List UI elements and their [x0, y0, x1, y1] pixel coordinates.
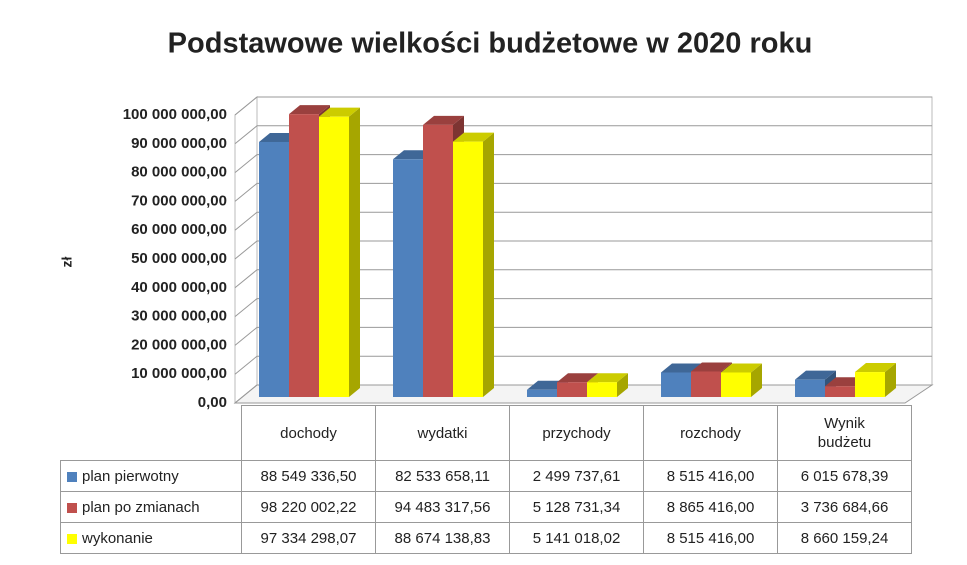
y-tick-label: 70 000 000,00 [131, 192, 227, 209]
legend-cell: wykonanie [60, 522, 242, 554]
bar [691, 371, 721, 397]
bar [721, 372, 751, 397]
value-cell: 8 865 416,00 [643, 491, 778, 523]
chart-title: Podstawowe wielkości budżetowe w 2020 ro… [168, 28, 813, 60]
bar [855, 372, 885, 397]
bar-top [661, 363, 702, 373]
bar-top [721, 363, 762, 373]
bar [661, 372, 691, 397]
bar-top [453, 132, 494, 142]
value-cell: 8 660 159,24 [777, 522, 912, 554]
value-cell: 88 549 336,50 [241, 460, 376, 492]
bar [423, 124, 453, 397]
value-cell: 94 483 317,56 [375, 491, 510, 523]
bar [587, 382, 617, 397]
y-tick-label: 50 000 000,00 [131, 250, 227, 267]
value-cell: 3 736 684,66 [777, 491, 912, 523]
category-cell: dochody [241, 405, 376, 461]
bar-top [795, 370, 836, 380]
bar-top [423, 115, 464, 125]
grid-line [234, 211, 932, 231]
category-label: Wynik budżetu [817, 415, 872, 451]
bar [527, 389, 557, 397]
bar-top [319, 107, 360, 117]
table-corner [61, 406, 242, 461]
value-cell: 98 220 002,22 [241, 491, 376, 523]
legend-label: plan pierwotny [82, 467, 179, 485]
bar-top [289, 105, 330, 115]
y-tick-label: 40 000 000,00 [131, 279, 227, 296]
bar-top [587, 373, 628, 383]
category-cell: wydatki [375, 405, 510, 461]
legend-cell: plan po zmianach [60, 491, 242, 523]
category-cell: rozchody [643, 405, 778, 461]
y-tick-label: 30 000 000,00 [131, 308, 227, 325]
table-row: wykonanie 97 334 298,07 88 674 138,83 5 141… [60, 522, 912, 554]
y-axis-label: zł [59, 256, 75, 267]
y-tick-label: 90 000 000,00 [131, 135, 227, 152]
y-tick-label: 80 000 000,00 [131, 164, 227, 181]
bar [319, 116, 349, 398]
category-label: przychody [542, 424, 611, 442]
grid-line [234, 298, 932, 317]
y-tick-label: 20 000 000,00 [131, 336, 227, 353]
grid-line [234, 269, 932, 289]
bar [557, 382, 587, 397]
legend-key [67, 471, 77, 482]
grid-line [234, 355, 932, 375]
bar-top [691, 362, 732, 372]
bar [289, 114, 319, 397]
category-cell: przychody [509, 405, 644, 461]
bar [259, 141, 289, 397]
value-cell: 2 499 737,61 [509, 460, 644, 492]
grid-line [234, 182, 932, 202]
value-cell: 97 334 298,07 [241, 522, 376, 554]
legend-label: plan po zmianach [82, 498, 200, 516]
data-table: dochody wydatki przychody rozchody Wynik bud… [60, 405, 912, 554]
bar [825, 386, 855, 397]
legend-key [67, 502, 77, 513]
bar-top [557, 373, 598, 383]
value-cell: 82 533 658,11 [375, 460, 510, 492]
value-cell: 5 128 731,34 [509, 491, 644, 523]
bar-side [349, 107, 360, 398]
category-label: dochody [280, 424, 337, 442]
bar-side [483, 132, 494, 398]
bar [393, 159, 423, 397]
table-header-row: dochody wydatki przychody rozchody Wynik bud… [61, 405, 912, 461]
value-cell: 8 515 416,00 [643, 522, 778, 554]
bar-side [617, 373, 628, 397]
value-cell: 6 015 678,39 [777, 460, 912, 492]
grid-line [234, 96, 932, 116]
y-tick-label: 60 000 000,00 [131, 221, 227, 238]
legend-cell: plan pierwotny [60, 460, 242, 492]
table-row: plan pierwotny 88 549 336,50 82 533 658,11… [60, 460, 912, 492]
value-cell: 88 674 138,83 [375, 522, 510, 554]
grid-line [234, 125, 932, 145]
y-tick-label: 0,00 [198, 394, 227, 411]
category-label: rozchody [680, 424, 741, 442]
y-tick-label: 10 000 000,00 [131, 365, 227, 382]
bar-side [885, 363, 896, 397]
value-cell: 8 515 416,00 [643, 460, 778, 492]
bar [453, 141, 483, 397]
category-cell: Wynik budżetu [777, 405, 912, 461]
category-label: wydatki [417, 424, 468, 442]
value-cell: 5 141 018,02 [509, 522, 644, 554]
legend-key [67, 533, 77, 544]
grid-line [234, 326, 932, 346]
grid-line [234, 154, 932, 173]
y-tick-label: 100 000 000,00 [123, 106, 227, 123]
table-row: plan po zmianach 98 220 002,22 94 483 317,… [60, 491, 912, 523]
grid-line [234, 240, 932, 260]
legend-label: wykonanie [82, 529, 153, 547]
bar-top [855, 363, 896, 373]
bar-side [751, 363, 762, 397]
bar [795, 379, 825, 397]
